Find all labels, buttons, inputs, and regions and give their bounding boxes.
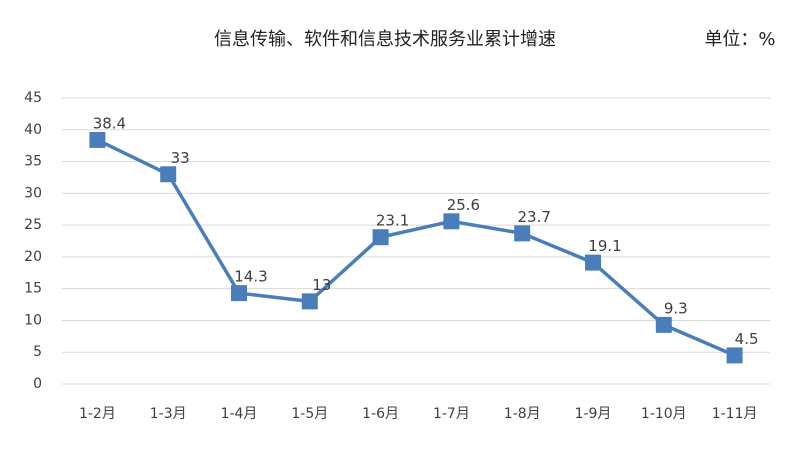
data-label: 14.3 [234, 268, 267, 286]
y-tick-label: 40 [24, 122, 42, 138]
y-tick-label: 25 [24, 217, 42, 233]
marker [372, 229, 389, 246]
y-tick-label: 35 [24, 154, 42, 170]
line [96, 138, 736, 358]
data-label: 19.1 [588, 237, 621, 255]
data-label: 9.3 [664, 299, 688, 317]
y-tick-label: 45 [24, 90, 42, 106]
data-label: 13 [312, 276, 331, 294]
x-tick-label: 1-6月 [362, 406, 399, 422]
x-tick-label: 1-10月 [641, 406, 687, 422]
marker [726, 347, 743, 364]
x-tick-label: 1-4月 [221, 406, 258, 422]
marker [160, 166, 177, 183]
marker [443, 213, 460, 230]
marker [514, 225, 531, 242]
y-tick-label: 0 [33, 376, 42, 392]
marker [655, 316, 672, 333]
data-label: 33 [171, 149, 190, 167]
y-tick-label: 15 [24, 281, 42, 297]
data-label: 25.6 [447, 196, 480, 214]
marker [301, 293, 318, 310]
y-tick-label: 30 [24, 185, 42, 201]
data-label: 23.7 [517, 208, 550, 226]
x-tick-label: 1-3月 [150, 406, 187, 422]
marker [231, 285, 247, 302]
unit-label: 单位：% [704, 29, 775, 50]
y-tick-label: 10 [24, 312, 42, 328]
y-tick-label: 20 [24, 249, 42, 265]
marker [89, 131, 106, 148]
x-tick-label: 1-9月 [575, 406, 612, 422]
data-label: 4.5 [735, 330, 759, 348]
x-tick-label: 1-2月 [79, 406, 116, 422]
y-tick-label: 5 [33, 344, 42, 360]
x-tick-label: 1-8月 [504, 406, 541, 422]
x-tick-label: 1-5月 [291, 406, 328, 422]
data-label: 23.1 [376, 212, 409, 230]
data-label: 38.4 [93, 114, 126, 132]
x-tick-label: 1-7月 [433, 406, 470, 422]
x-tick-label: 1-11月 [712, 406, 758, 422]
marker [585, 254, 601, 271]
chart-title: 信息传输、软件和信息技术服务业累计增速 [214, 29, 556, 50]
